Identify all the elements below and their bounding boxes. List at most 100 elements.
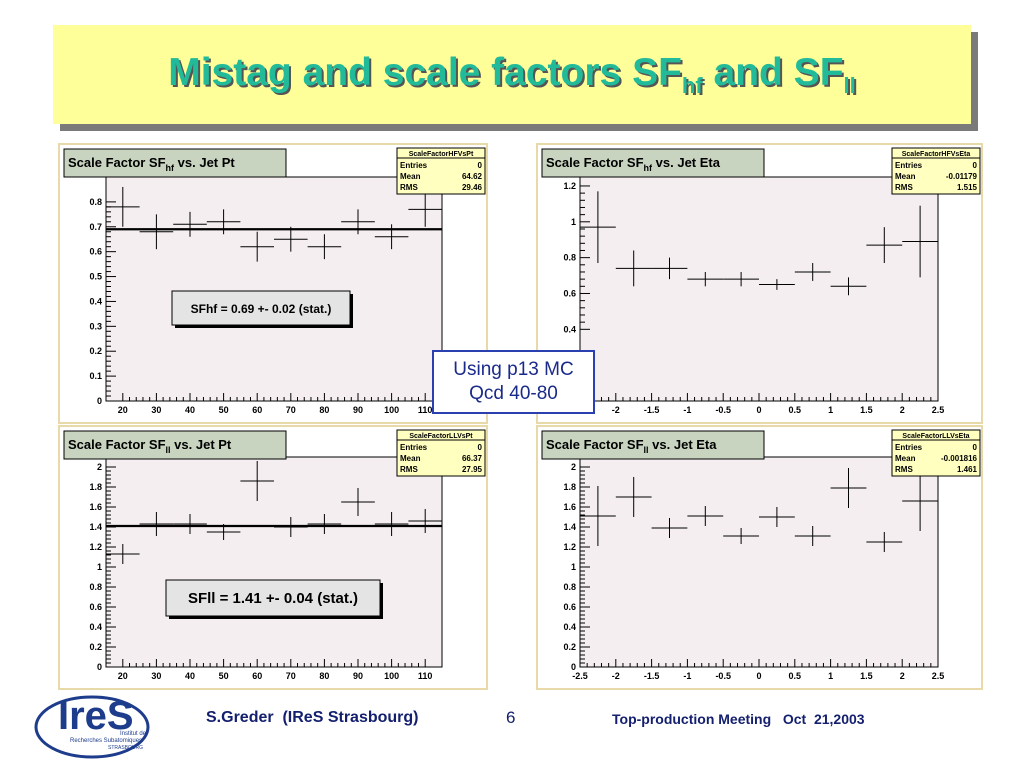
y-tick-label: 0.5	[89, 272, 102, 282]
y-tick-label: 0.8	[563, 582, 576, 592]
data-point	[374, 224, 409, 250]
stats-name: ScaleFactorHFVsEta	[902, 151, 971, 158]
stats-key: Mean	[400, 172, 421, 181]
data-point	[408, 191, 442, 227]
x-tick-label: 2.5	[932, 405, 945, 415]
y-tick-label: 2	[97, 462, 102, 472]
x-tick-label: -2	[612, 405, 620, 415]
data-point	[723, 528, 759, 544]
chart-title: Scale Factor SFhf vs. Jet Eta	[541, 148, 765, 178]
y-tick-label: 0	[571, 662, 576, 672]
x-tick-label: 100	[384, 671, 399, 681]
x-tick-label: 110	[418, 671, 433, 681]
data-point	[615, 477, 652, 517]
svg-text:Scale Factor SFll vs. Jet Eta: Scale Factor SFll vs. Jet Eta	[546, 437, 717, 455]
svg-text:SFhf = 0.69 +- 0.02 (stat.): SFhf = 0.69 +- 0.02 (stat.)	[191, 302, 332, 316]
chart-title: Scale Factor SFll vs. Jet Pt	[63, 430, 287, 460]
stats-box: ScaleFactorLLVsPt Entries 0 Mean 66.37 RMS 27.…	[396, 429, 486, 477]
data-point	[240, 231, 274, 262]
x-tick-label: 50	[219, 671, 229, 681]
stats-name: ScaleFactorHFVsPt	[409, 151, 474, 158]
y-tick-label: 0.4	[563, 324, 576, 334]
stats-key: Entries	[400, 161, 428, 170]
data-point	[830, 277, 867, 296]
chart-ll-vs-eta-svg: 0 0.2 0.4 0.6 0.8 1 1.2 1.4 1.6 1.8 2 -2.5 -2 -1.5 -1 -…	[541, 429, 981, 681]
y-tick-label: 0.7	[89, 222, 102, 232]
data-point	[173, 514, 207, 534]
data-point	[580, 191, 616, 264]
data-point	[206, 209, 241, 235]
ires-logo: IreS Institut de Recherches Subatomiques…	[30, 683, 150, 763]
x-tick-label: 2	[900, 671, 905, 681]
data-point	[106, 544, 140, 564]
svg-text:Scale Factor SFhf vs. Jet Pt: Scale Factor SFhf vs. Jet Pt	[68, 155, 235, 173]
x-tick-label: -1.5	[644, 671, 660, 681]
slide-title: Mistag and scale factors SFhf and SFll	[168, 50, 856, 98]
x-tick-label: 2	[900, 405, 905, 415]
y-tick-label: 0.8	[89, 197, 102, 207]
y-tick-label: 1.8	[563, 482, 576, 492]
data-point	[759, 279, 795, 290]
stats-key: Entries	[895, 161, 923, 170]
y-tick-label: 0.8	[563, 253, 576, 263]
stats-box: ScaleFactorHFVsEta Entries 0 Mean -0.01179 RM…	[891, 147, 981, 195]
plot-area	[579, 456, 939, 668]
y-tick-label: 1.6	[563, 502, 576, 512]
stats-box: ScaleFactorHFVsPt Entries 0 Mean 64.62 RMS 29.…	[396, 147, 486, 195]
x-tick-label: 60	[252, 671, 262, 681]
x-tick-label: 30	[151, 405, 161, 415]
x-tick-label: 0	[756, 671, 761, 681]
stats-value: 1.515	[957, 183, 978, 192]
x-tick-label: 0.5	[789, 405, 802, 415]
note-line-2: Qcd 40-80	[469, 383, 558, 404]
x-tick-label: 40	[185, 671, 195, 681]
y-tick-label: 0.3	[89, 321, 102, 331]
chart-ll-vs-pt-svg: 0 0.2 0.4 0.6 0.8 1 1.2 1.4 1.6 1.8 2 20 30 40 50 60 70 8…	[63, 429, 486, 681]
data-point	[580, 486, 616, 546]
plot-area	[105, 176, 443, 402]
chart-title: Scale Factor SFll vs. Jet Eta	[541, 430, 765, 460]
y-tick-label: 0.4	[89, 622, 102, 632]
x-tick-label: 90	[353, 405, 363, 415]
chart-ll-vs-pt: 0 0.2 0.4 0.6 0.8 1 1.2 1.4 1.6 1.8 2 20 30 40 50 60 70 8…	[58, 425, 488, 690]
stats-key: RMS	[400, 183, 418, 192]
y-tick-label: 1	[571, 217, 576, 227]
data-point	[173, 211, 207, 237]
y-tick-label: 1.4	[563, 522, 576, 532]
data-point	[687, 506, 724, 526]
x-tick-label: 90	[353, 671, 363, 681]
data-point	[274, 517, 308, 537]
x-tick-label: 1.5	[860, 671, 873, 681]
y-tick-label: 1.6	[89, 502, 102, 512]
y-tick-label: 0.4	[563, 622, 576, 632]
stats-value: 0	[973, 443, 978, 452]
y-tick-label: 1	[571, 562, 576, 572]
data-point	[307, 514, 342, 534]
data-point	[687, 271, 724, 287]
y-tick-label: 1	[97, 562, 102, 572]
stats-value: 0	[478, 161, 483, 170]
chart-hf-vs-pt-svg: 0 0.1 0.2 0.3 0.4 0.5 0.6 0.7 0.8 20 30 40 50 60 70 80 9…	[63, 147, 486, 415]
stats-value: 0	[478, 443, 483, 452]
data-point	[139, 512, 174, 536]
logo-line-1: Institut de	[120, 731, 147, 737]
x-tick-label: 80	[319, 405, 329, 415]
logo-line-2: Recherches Subatomiques	[70, 738, 142, 744]
data-point	[408, 509, 442, 533]
title-banner: Mistag and scale factors SFhf and SFll	[53, 25, 971, 124]
stats-key: Entries	[895, 443, 923, 452]
svg-text:Scale Factor SFll vs. Jet Pt: Scale Factor SFll vs. Jet Pt	[68, 437, 232, 455]
x-tick-label: 20	[118, 671, 128, 681]
data-point	[206, 524, 241, 540]
stats-value: 64.62	[462, 172, 483, 181]
x-tick-label: 1	[828, 405, 833, 415]
y-tick-label: 0.4	[89, 296, 102, 306]
chart-ll-vs-eta: 0 0.2 0.4 0.6 0.8 1 1.2 1.4 1.6 1.8 2 -2.5 -2 -1.5 -1 -…	[536, 425, 983, 690]
stats-value: -0.001816	[941, 454, 978, 463]
stats-value: 29.46	[462, 183, 483, 192]
plot-area	[105, 456, 443, 668]
logo-text: IreS	[58, 694, 134, 738]
svg-text:SFll = 1.41 +- 0.04 (stat.): SFll = 1.41 +- 0.04 (stat.)	[188, 590, 358, 607]
stats-key: Mean	[895, 454, 916, 463]
x-tick-label: -0.5	[715, 671, 731, 681]
